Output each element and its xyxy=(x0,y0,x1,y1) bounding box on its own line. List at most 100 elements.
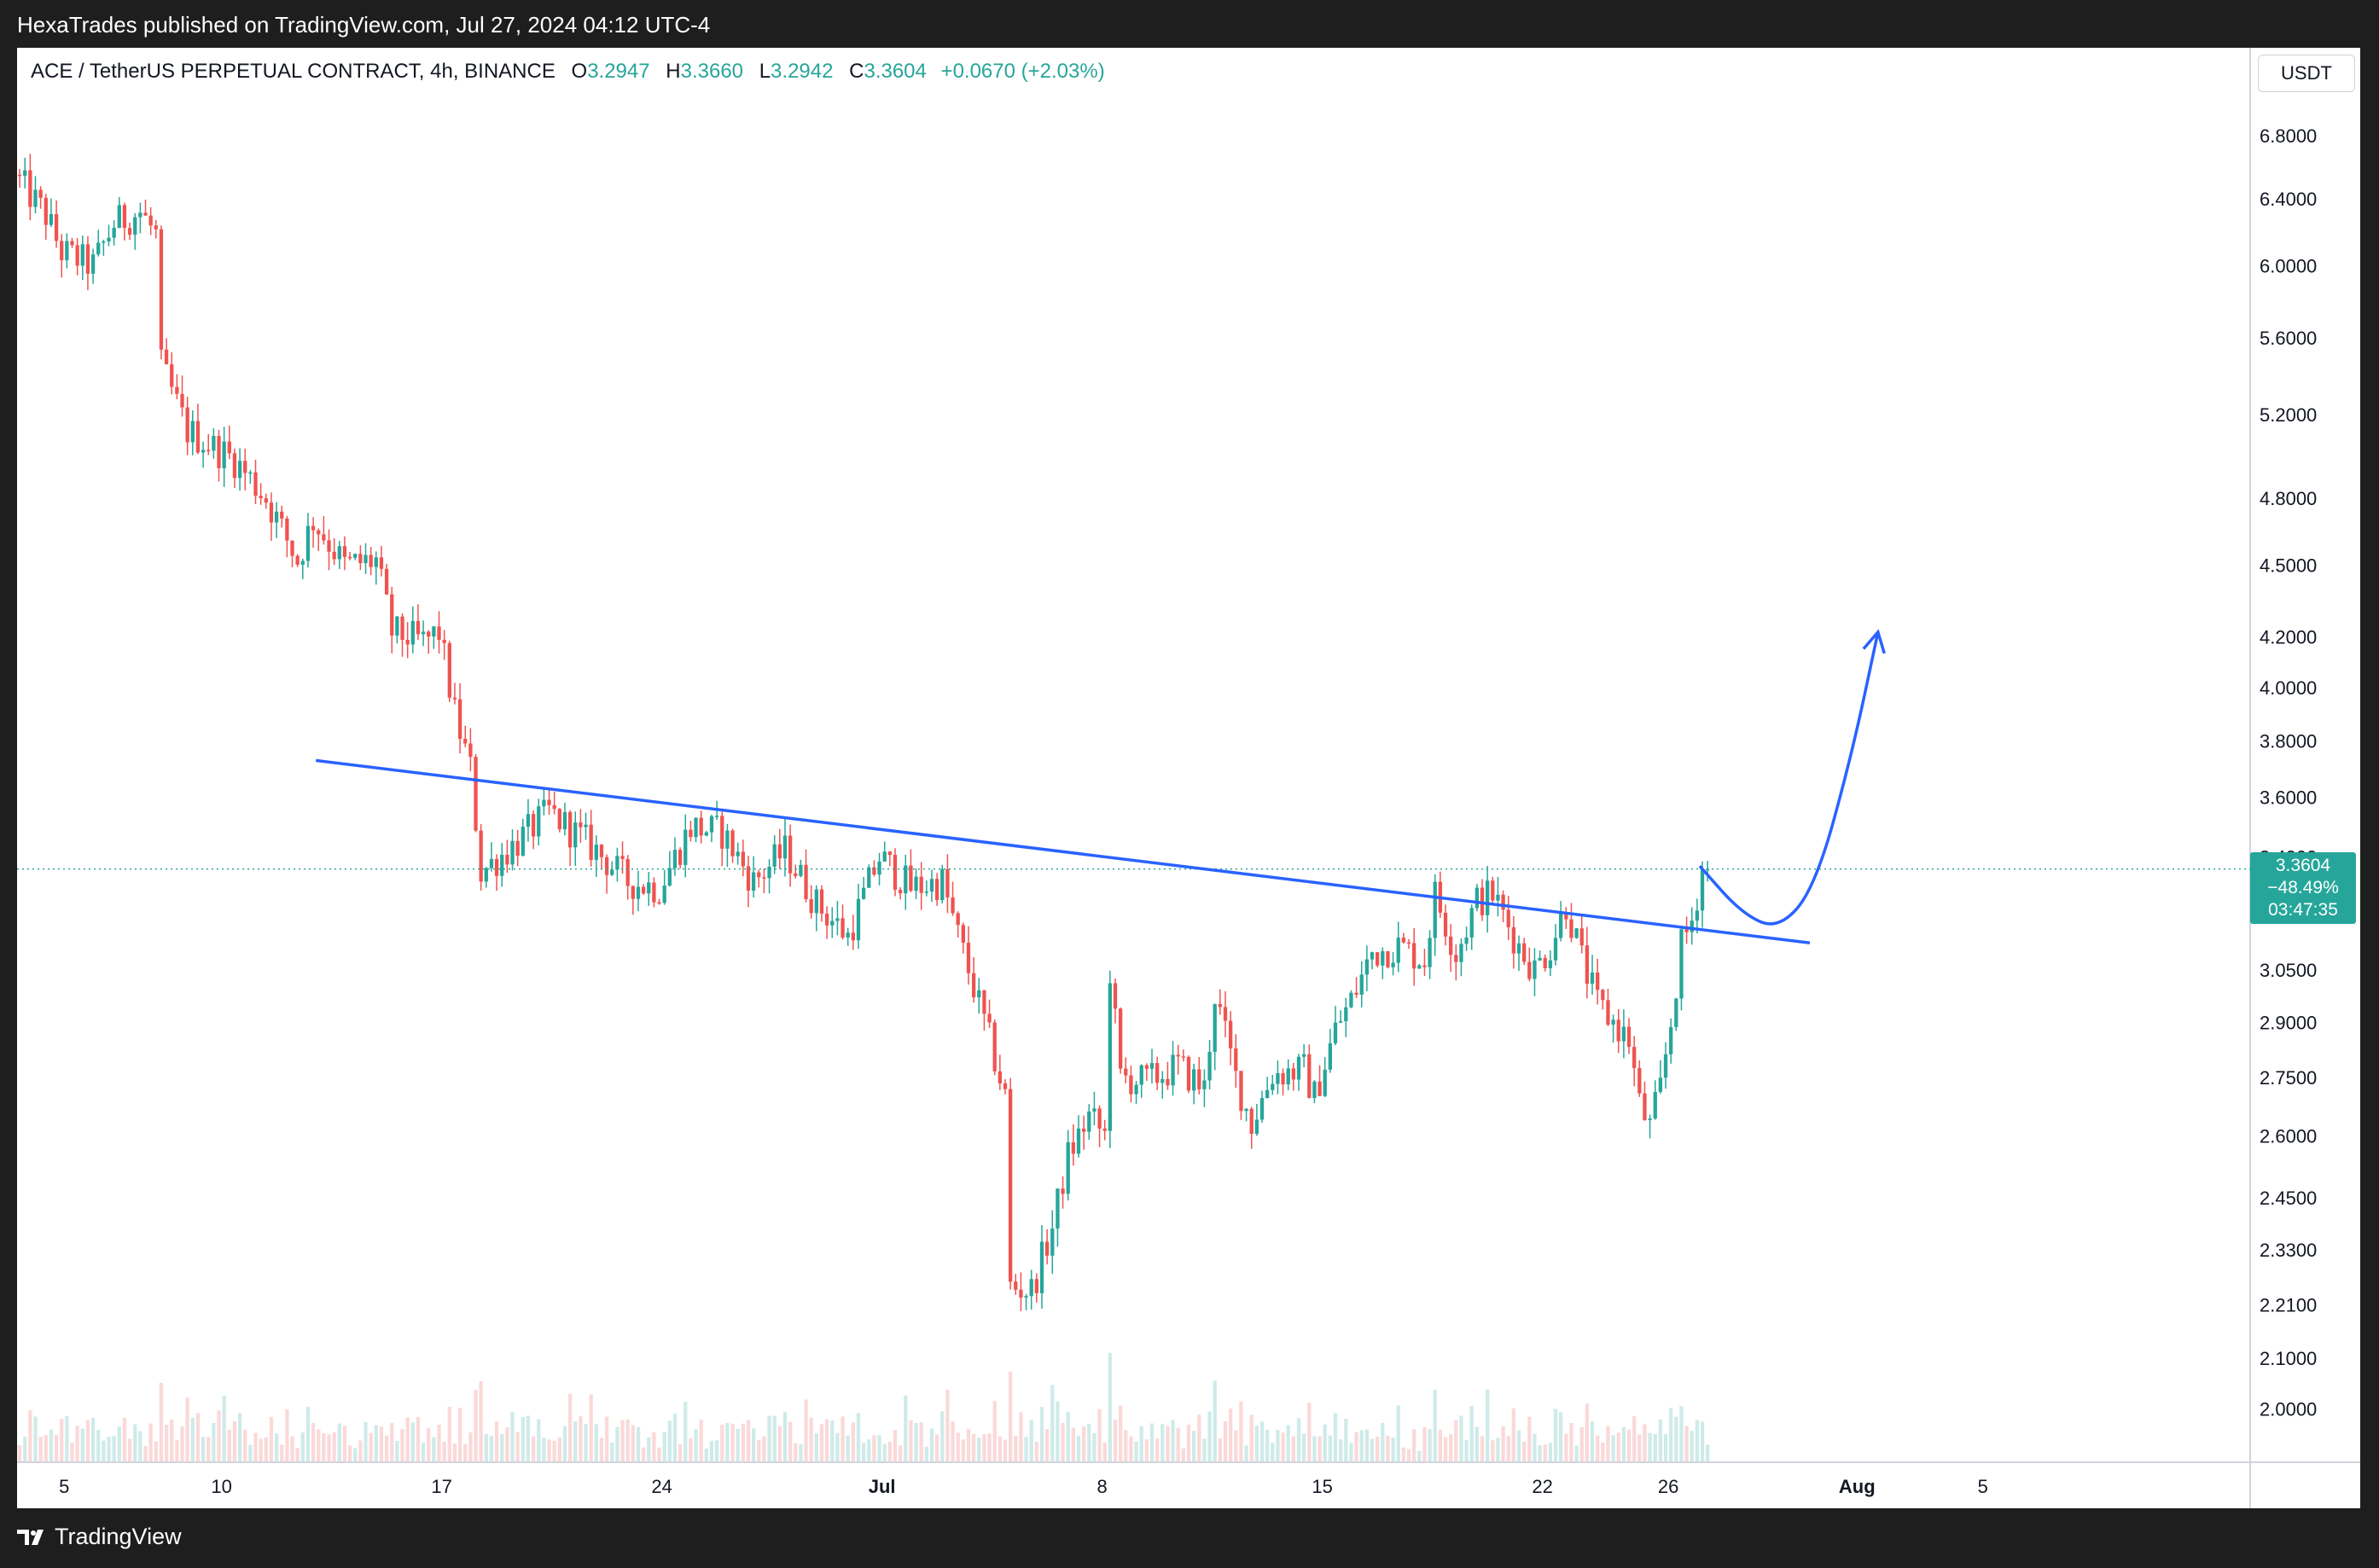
candle-body xyxy=(814,889,818,914)
candle-body xyxy=(872,867,876,875)
candle-body xyxy=(1113,983,1118,1009)
candle xyxy=(966,926,971,985)
projection-arrow[interactable] xyxy=(1698,631,1880,926)
volume-bar xyxy=(479,1380,483,1461)
volume-bar xyxy=(148,1423,153,1461)
time-tick-label: 8 xyxy=(1097,1476,1108,1497)
price-tick-label: 4.5000 xyxy=(2260,555,2317,577)
candle xyxy=(1596,958,1600,1005)
volume-bar xyxy=(1449,1433,1453,1461)
candle-body xyxy=(96,242,101,255)
candle-body xyxy=(452,697,457,700)
candle-body xyxy=(85,244,90,274)
candle xyxy=(898,886,903,900)
volume-bar xyxy=(390,1423,394,1461)
chart-canvas[interactable]: 7.20006.80006.40006.00005.60005.20004.80… xyxy=(17,48,2360,1508)
candle-body xyxy=(494,858,499,876)
volume-bar xyxy=(185,1397,189,1461)
candle-body xyxy=(90,254,96,274)
candle-body xyxy=(998,1071,1002,1083)
volume-bar xyxy=(647,1437,651,1461)
candle-body xyxy=(1511,926,1516,954)
chart-panel[interactable]: 7.20006.80006.40006.00005.60005.20004.80… xyxy=(17,48,2360,1508)
candle xyxy=(515,829,520,867)
candle xyxy=(295,554,300,567)
volume-bar xyxy=(877,1435,881,1461)
candle-body xyxy=(977,990,981,998)
candle-body xyxy=(699,817,703,836)
candle-body xyxy=(1265,1089,1270,1099)
volume-bar xyxy=(835,1432,840,1461)
volume-bar xyxy=(615,1426,619,1461)
volume-bar xyxy=(1139,1426,1143,1461)
candle-body xyxy=(447,642,451,698)
volume-bar xyxy=(966,1428,971,1461)
candle-body xyxy=(893,855,898,890)
candle xyxy=(531,810,536,850)
candle-body xyxy=(956,913,960,926)
candle xyxy=(1328,1028,1333,1073)
candle xyxy=(567,810,573,867)
volume-bar xyxy=(678,1443,683,1461)
volume-bar xyxy=(285,1408,289,1461)
volume-bar xyxy=(1579,1426,1584,1461)
candle xyxy=(421,620,426,647)
tradingview-brand[interactable]: TradingView xyxy=(17,1524,182,1550)
candle-body xyxy=(60,241,64,261)
price-tick-label: 5.2000 xyxy=(2260,404,2317,426)
candle xyxy=(232,448,237,488)
volume-bar xyxy=(1333,1413,1338,1461)
candle-body xyxy=(1056,1188,1060,1229)
candle-body xyxy=(1574,928,1579,938)
candle-body xyxy=(589,824,593,860)
candle xyxy=(379,545,384,577)
volume-bar xyxy=(500,1433,504,1461)
volume-bar xyxy=(400,1429,404,1461)
candle xyxy=(248,469,253,485)
resistance-trendline[interactable] xyxy=(315,758,1811,945)
candle-body xyxy=(264,498,268,503)
candle xyxy=(521,818,525,857)
candle xyxy=(940,864,945,904)
candle xyxy=(457,683,462,754)
volume-bar xyxy=(567,1393,573,1461)
volume-bar xyxy=(584,1424,588,1461)
candle-body xyxy=(347,556,352,559)
candle-body xyxy=(112,227,116,238)
candle xyxy=(1265,1077,1270,1099)
candle xyxy=(364,543,368,574)
volume-bar xyxy=(641,1447,646,1461)
volume-bar xyxy=(1296,1418,1301,1461)
candle-body xyxy=(1501,894,1505,910)
candle-body xyxy=(1176,1054,1180,1057)
candle-body xyxy=(290,540,294,556)
volume-bar xyxy=(767,1415,771,1461)
candle-body xyxy=(882,851,887,862)
volume-bar xyxy=(1339,1439,1343,1461)
volume-bar xyxy=(1611,1435,1615,1461)
candle-body xyxy=(410,620,415,645)
volume-bar xyxy=(977,1437,981,1461)
candle xyxy=(951,881,955,916)
candle-body xyxy=(1218,1004,1223,1008)
volume-bar xyxy=(1486,1389,1490,1461)
candle xyxy=(212,428,216,459)
price-tick-label: 3.8000 xyxy=(2260,731,2317,752)
volume-bar xyxy=(112,1436,116,1461)
candle xyxy=(1061,1176,1065,1209)
volume-bar xyxy=(1700,1421,1705,1461)
volume-bar xyxy=(1590,1420,1595,1461)
candle xyxy=(164,338,169,365)
candle-body xyxy=(1601,990,1605,1001)
candle xyxy=(762,868,766,894)
candle xyxy=(992,1019,997,1076)
candle-body xyxy=(217,436,221,468)
candle xyxy=(1611,1014,1615,1043)
currency-selector[interactable]: USDT xyxy=(2258,55,2355,92)
volume-bar xyxy=(1259,1421,1265,1461)
volume-bar xyxy=(1596,1435,1600,1461)
candle xyxy=(1066,1130,1070,1201)
volume-bar xyxy=(1533,1433,1537,1461)
volume-bar xyxy=(1684,1426,1689,1461)
candle-body xyxy=(1333,1022,1338,1043)
